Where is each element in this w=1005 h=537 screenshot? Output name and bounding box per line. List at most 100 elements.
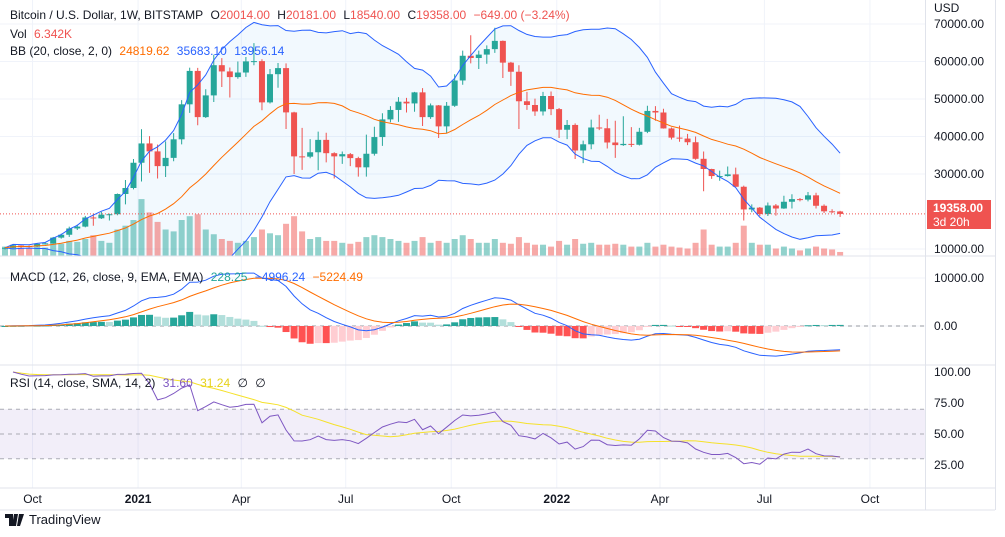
currency-label[interactable]: USD	[934, 1, 960, 15]
volume-bar	[788, 248, 795, 256]
macd-histogram-bar	[643, 326, 651, 327]
volume-bar	[371, 235, 378, 256]
volume-bar	[90, 235, 97, 256]
volume-bar	[162, 229, 169, 256]
volume-label: Vol	[10, 27, 27, 41]
rsi-extra-1: ∅	[237, 376, 248, 390]
macd-histogram-bar	[756, 326, 764, 334]
volume-bar	[331, 240, 338, 256]
macd-histogram-bar	[700, 326, 708, 330]
macd-histogram-bar	[146, 314, 154, 326]
price-axis-label: 30000.00	[934, 167, 984, 181]
symbol-legend[interactable]: Bitcoin / U.S. Dollar, 1W, BITSTAMP O200…	[10, 8, 574, 22]
macd-histogram-bar	[724, 326, 732, 332]
macd-histogram-bar	[475, 317, 483, 326]
candle-body	[515, 71, 522, 102]
macd-histogram-bar	[386, 326, 394, 328]
macd-legend[interactable]: MACD (12, 26, close, 9, EMA, EMA) 228.25…	[10, 270, 367, 284]
volume-bar	[154, 221, 161, 256]
volume-bar	[307, 239, 314, 256]
volume-bar	[146, 212, 153, 256]
candle-body	[676, 137, 683, 139]
candle-body	[114, 193, 121, 215]
macd-histogram-bar	[154, 316, 162, 326]
volume-bar	[467, 239, 474, 256]
macd-histogram-bar	[411, 321, 419, 326]
volume-bar	[250, 237, 257, 256]
macd-histogram-bar	[170, 317, 178, 326]
candle-body	[50, 237, 57, 244]
axes-labels: Oct 2021 Apr Jul Oct 2022 Apr Jul Oct 70000.00 600…	[23, 17, 984, 506]
macd-histogram-bar	[330, 326, 338, 343]
volume-bar	[122, 225, 129, 256]
candle-body	[644, 110, 651, 132]
volume-bar	[491, 239, 498, 256]
volume-bar	[74, 241, 81, 256]
macd-histogram-bar	[579, 326, 587, 339]
macd-histogram-bar	[667, 325, 675, 327]
macd-histogram-bar	[194, 314, 202, 326]
candle-body	[130, 162, 137, 188]
volume-bar	[50, 242, 57, 256]
candle-body	[796, 199, 803, 201]
volume-bar	[130, 220, 137, 256]
volume-legend[interactable]: Vol 6.342K	[10, 27, 76, 41]
volume-bar	[580, 243, 587, 256]
rsi-sma-line	[12, 371, 841, 458]
macd-histogram-bar	[563, 326, 571, 337]
macd-histogram-bar	[242, 319, 250, 326]
close-label: C	[407, 8, 417, 22]
macd-histogram-bar	[812, 324, 820, 326]
macd-histogram-bar	[403, 323, 410, 326]
bb-lower-line	[4, 137, 841, 256]
candle-body	[347, 154, 354, 159]
volume-bar	[548, 246, 555, 256]
rsi-label: RSI (14, close, SMA, 14, 2)	[10, 376, 156, 390]
volume-bar	[339, 242, 346, 256]
volume-bar	[58, 243, 65, 256]
candle-body	[34, 243, 41, 247]
candle-body	[210, 65, 217, 96]
candle-body	[275, 68, 282, 75]
last-price: 19358.00	[933, 201, 984, 215]
candle-body	[194, 70, 201, 118]
candle-body	[564, 124, 571, 130]
candle-body	[411, 92, 418, 104]
volume-bar	[829, 249, 836, 256]
candle-body	[74, 226, 81, 229]
rsi-legend[interactable]: RSI (14, close, SMA, 14, 2) 31.60 31.24 …	[10, 376, 270, 390]
candle-body	[805, 195, 811, 200]
macd-histogram-bar	[635, 326, 643, 331]
volume-bar	[604, 244, 611, 256]
open-label: O	[210, 8, 220, 22]
volume-bar	[98, 240, 105, 256]
candle-body	[82, 217, 89, 227]
bb-basis-value: 24819.62	[119, 44, 170, 58]
candle-body	[419, 92, 426, 118]
candle-body	[242, 61, 249, 73]
candle-body	[283, 68, 290, 113]
candle-body	[443, 105, 450, 127]
price-axis-label: 40000.00	[934, 130, 984, 144]
macd-histogram-bar	[676, 326, 684, 327]
macd-histogram-bar	[595, 326, 603, 335]
candle-body	[588, 127, 595, 145]
macd-histogram-bar	[306, 326, 314, 344]
candle-body	[821, 205, 828, 212]
candle-body	[106, 214, 113, 216]
candle-body	[170, 139, 177, 158]
macd-histogram-bar	[218, 315, 226, 326]
macd-histogram-bar	[539, 326, 547, 333]
volume-bar	[82, 239, 89, 256]
bb-label: BB (20, close, 2, 0)	[10, 44, 113, 58]
bb-legend[interactable]: BB (20, close, 2, 0) 24819.62 35683.10 1…	[10, 44, 288, 58]
tradingview-logo[interactable]: TradingView	[5, 512, 101, 527]
candle-body	[459, 55, 466, 81]
macd-histogram-bar	[491, 317, 499, 326]
volume-bar	[258, 229, 265, 256]
macd-axis-label: 10000.00	[934, 271, 984, 285]
volume-bar	[700, 229, 707, 256]
macd-histogram-bar	[764, 326, 772, 333]
volume-bar	[483, 242, 490, 256]
